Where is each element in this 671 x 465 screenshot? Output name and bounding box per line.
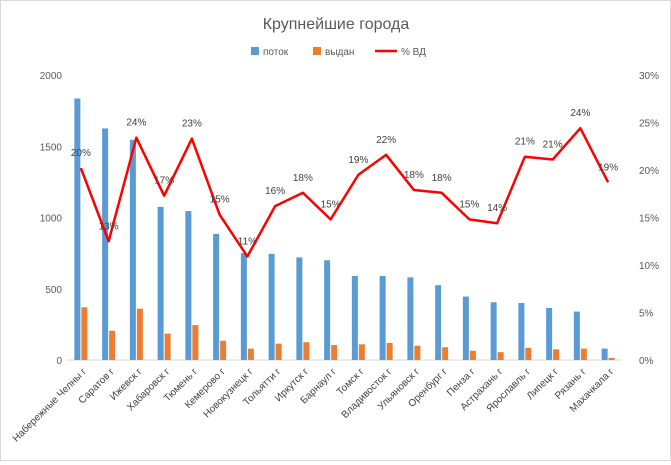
pct-data-label: 20%: [71, 148, 91, 159]
pct-data-label: 21%: [515, 137, 535, 148]
right-axis: 0% 5% 10% 15% 20% 25% 30%: [639, 71, 659, 367]
pct-data-label: 15%: [210, 195, 230, 206]
bar-vydan: [414, 345, 421, 360]
pct-data-label: 19%: [348, 155, 368, 166]
bar-potok: [324, 260, 331, 360]
legend-swatch: [251, 47, 259, 55]
left-tick-label: 1500: [40, 142, 63, 153]
pct-data-label: 22%: [376, 135, 396, 146]
pct-data-label: 15%: [459, 199, 479, 210]
bar-potok: [240, 253, 247, 360]
right-tick-label: 25%: [639, 119, 659, 130]
pct-data-label: 23%: [182, 119, 202, 130]
bars: [67, 98, 622, 361]
right-tick-label: 20%: [639, 166, 659, 177]
bar-vydan: [164, 333, 171, 360]
bar-vydan: [275, 343, 282, 360]
bar-vydan: [109, 330, 116, 360]
right-tick-label: 10%: [639, 261, 659, 272]
bar-vydan: [303, 342, 310, 360]
bar-potok: [573, 311, 580, 360]
bar-potok: [490, 302, 497, 360]
chart-legend: поток выдан % ВД: [251, 47, 426, 58]
bar-potok: [129, 139, 136, 360]
bar-potok: [157, 206, 164, 360]
bar-potok: [268, 253, 275, 360]
line-series: [79, 126, 610, 258]
pct-data-label: 18%: [432, 173, 452, 184]
bar-potok: [74, 98, 81, 360]
category-label: Набережные Челны г: [10, 365, 89, 444]
chart-title: Крупнейшие города: [263, 16, 410, 33]
bar-potok: [518, 303, 525, 360]
right-tick-label: 15%: [639, 214, 659, 225]
bar-vydan: [469, 350, 476, 360]
pct-data-label: 15%: [321, 199, 341, 210]
pct-data-label: 14%: [487, 203, 507, 214]
bar-vydan: [442, 347, 449, 360]
bar-potok: [213, 233, 220, 360]
bar-potok: [296, 257, 303, 360]
legend-label: % ВД: [401, 47, 426, 58]
left-tick-label: 1000: [40, 214, 63, 225]
pct-data-label: 19%: [598, 162, 618, 173]
right-tick-label: 30%: [639, 71, 659, 82]
bar-vydan: [247, 348, 254, 360]
legend-swatch: [313, 47, 321, 55]
bar-potok: [351, 275, 358, 360]
right-tick-label: 0%: [639, 356, 654, 367]
bar-vydan: [553, 349, 560, 360]
pct-data-label: 21%: [543, 140, 563, 151]
data-labels: 20% 13% 24% 17% 23% 15% 11% 16% 18% 15% 19% 22% 18% 1…: [71, 108, 618, 247]
bar-vydan: [81, 307, 88, 360]
bar-vydan: [136, 308, 143, 360]
pct-data-label: 17%: [154, 176, 174, 187]
bar-vydan: [386, 342, 393, 360]
bar-potok: [407, 277, 414, 360]
pct-vd-line: [79, 126, 610, 258]
bar-potok: [546, 307, 553, 360]
bar-vydan: [497, 352, 504, 360]
legend-label: выдан: [325, 47, 354, 58]
bar-potok: [601, 348, 608, 360]
left-tick-label: 2000: [40, 71, 63, 82]
bar-vydan: [358, 344, 365, 360]
bar-potok: [435, 285, 442, 360]
pct-data-label: 18%: [293, 173, 313, 184]
left-tick-label: 500: [45, 285, 62, 296]
legend-label: поток: [263, 47, 289, 58]
bar-vydan: [220, 340, 227, 360]
bar-vydan: [608, 357, 615, 360]
bar-potok: [185, 211, 192, 360]
bar-potok: [462, 296, 469, 360]
bar-potok: [102, 128, 109, 360]
pct-data-label: 24%: [126, 118, 146, 129]
bar-vydan: [525, 347, 532, 360]
pct-data-label: 16%: [265, 186, 285, 197]
pct-data-label: 24%: [570, 108, 590, 119]
pct-data-label: 11%: [238, 236, 257, 247]
pct-data-label: 18%: [404, 170, 424, 181]
bar-vydan: [580, 348, 587, 360]
bar-vydan: [331, 345, 338, 360]
left-axis: 0 500 1000 1500 2000: [40, 71, 63, 367]
left-tick-label: 0: [56, 356, 62, 367]
bar-potok: [379, 275, 386, 360]
right-tick-label: 5%: [639, 309, 654, 320]
pct-data-label: 13%: [99, 221, 119, 232]
bar-vydan: [192, 325, 199, 360]
